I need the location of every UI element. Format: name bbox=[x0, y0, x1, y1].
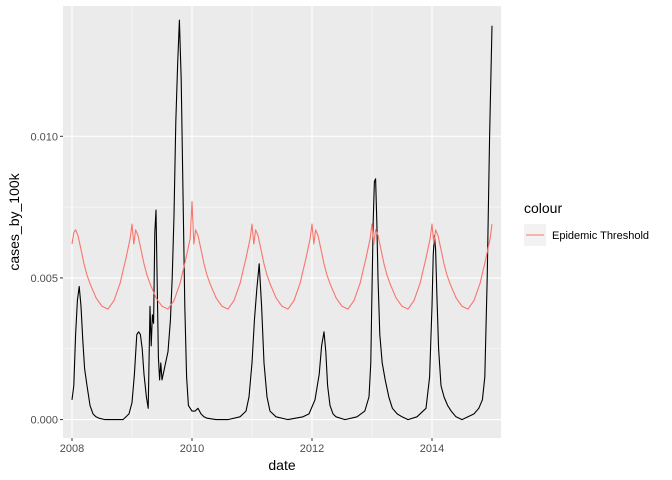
legend-title: colour bbox=[524, 200, 562, 216]
x-tick-label: 2008 bbox=[60, 443, 84, 455]
y-tick-label: 0.000 bbox=[30, 415, 58, 427]
y-tick-label: 0.005 bbox=[30, 273, 58, 285]
cases-series-line bbox=[71, 19, 493, 421]
x-axis: 2008 2010 2012 2014 bbox=[60, 438, 444, 455]
legend-label: Epidemic Threshold bbox=[552, 230, 649, 242]
y-tick-label: 0.010 bbox=[30, 131, 58, 143]
x-tick-label: 2012 bbox=[300, 443, 324, 455]
legend: colour Epidemic Threshold bbox=[524, 200, 649, 246]
x-axis-title: date bbox=[268, 457, 295, 473]
y-axis-title: cases_by_100k bbox=[6, 172, 22, 270]
y-axis: 0.000 0.005 0.010 bbox=[30, 131, 63, 427]
x-tick-label: 2010 bbox=[180, 443, 204, 455]
x-tick-label: 2014 bbox=[420, 443, 444, 455]
plot-panel bbox=[63, 6, 501, 438]
plot-lines bbox=[71, 19, 493, 421]
epidemic-threshold-series-line bbox=[71, 200, 493, 310]
grid-lines bbox=[63, 6, 501, 438]
